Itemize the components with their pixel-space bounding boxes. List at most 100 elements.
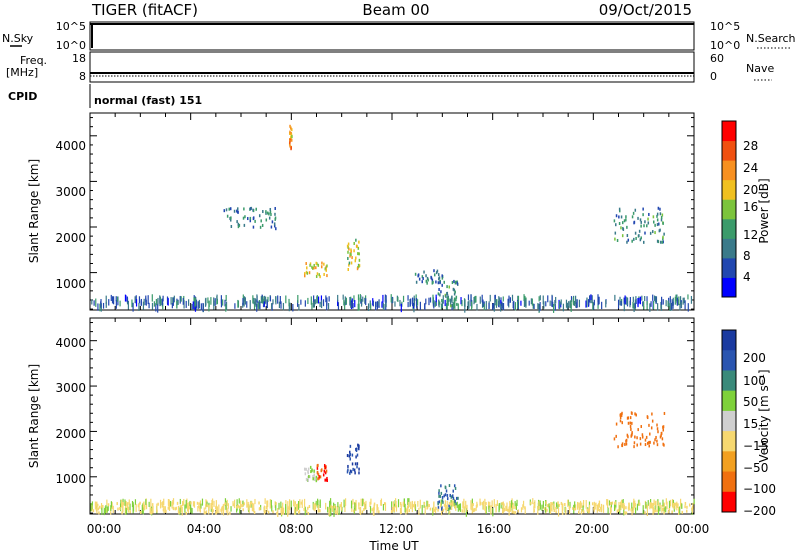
range-cell (454, 499, 456, 503)
range-cell (326, 297, 328, 306)
range-cell (333, 508, 335, 517)
range-cell (473, 296, 475, 305)
range-cell (665, 498, 667, 505)
range-cell (119, 506, 121, 510)
range-cell (204, 511, 207, 515)
range-cell (633, 500, 635, 510)
range-cell (655, 435, 657, 439)
range-cell (165, 509, 167, 513)
range-cell (173, 295, 175, 303)
range-cell (348, 247, 350, 251)
range-cell (322, 299, 325, 307)
range-cell (242, 298, 244, 306)
range-cell (270, 213, 272, 217)
range-cell (316, 272, 319, 276)
range-cell (674, 296, 676, 305)
range-cell (547, 295, 549, 303)
station-title: TIGER (fitACF) (91, 1, 198, 19)
range-cell (407, 295, 409, 301)
range-cell (450, 506, 453, 510)
colorbar-swatch (722, 390, 736, 412)
range-cell (517, 295, 519, 303)
range-cell (555, 502, 558, 509)
range-cell (461, 509, 464, 513)
velocity-cbar-tick-200: 200 (743, 351, 766, 365)
range-cell (442, 295, 444, 304)
range-cell (143, 506, 146, 510)
range-cell (451, 295, 453, 299)
range-cell (357, 443, 359, 447)
range-cell (377, 507, 379, 511)
range-cell (656, 439, 658, 443)
range-cell (638, 234, 640, 238)
range-cell (445, 505, 447, 513)
range-cell (585, 300, 587, 308)
range-cell (236, 505, 238, 509)
range-cell (640, 220, 642, 224)
range-cell (132, 302, 134, 312)
range-cell (318, 475, 321, 479)
range-cell (237, 222, 240, 226)
range-cell (147, 295, 149, 305)
range-cell (464, 299, 466, 307)
range-cell (293, 509, 296, 513)
range-cell (306, 271, 309, 275)
range-cell (434, 301, 436, 307)
range-cell (347, 464, 349, 468)
range-cell (633, 441, 636, 445)
range-cell (214, 298, 216, 306)
range-cell (303, 272, 306, 276)
range-cell (466, 504, 468, 512)
range-cell (197, 301, 199, 310)
range-cell (437, 281, 440, 285)
range-cell (661, 296, 663, 305)
range-cell (483, 303, 485, 311)
range-cell (634, 503, 636, 507)
nsky-tick-bottom: 10^0 (56, 39, 86, 52)
range-cell (545, 501, 547, 505)
range-cell (632, 211, 635, 215)
range-cell (671, 299, 673, 306)
range-cell (116, 296, 119, 302)
range-cell (326, 264, 328, 268)
range-cell (642, 505, 644, 515)
range-cell (444, 500, 446, 506)
range-cell (378, 300, 380, 306)
range-cell (597, 302, 599, 309)
range-cell (107, 505, 109, 511)
range-cell (432, 294, 434, 303)
range-cell (336, 506, 339, 516)
range-cell (347, 267, 350, 271)
range-cell (132, 505, 134, 514)
range-cell (618, 209, 621, 213)
range-cell (433, 269, 435, 273)
range-cell (654, 296, 656, 303)
range-cell (654, 438, 656, 442)
range-cell (167, 506, 170, 510)
range-cell (349, 444, 352, 448)
range-cell (229, 207, 232, 211)
range-cell (624, 511, 626, 515)
range-cell (354, 300, 356, 308)
range-cell (652, 504, 654, 508)
range-cell (449, 506, 451, 510)
range-cell (358, 447, 360, 451)
range-cell (353, 295, 355, 302)
range-cell (619, 501, 622, 508)
range-cell (634, 302, 636, 309)
range-cell (384, 502, 387, 511)
range-cell (465, 500, 467, 509)
range-cell (315, 500, 317, 507)
range-cell (278, 301, 281, 309)
range-cell (446, 296, 448, 305)
range-cell (315, 479, 318, 483)
range-cell (149, 506, 151, 515)
range-cell (639, 442, 642, 446)
range-cell (598, 296, 600, 305)
range-cell (544, 507, 547, 513)
range-cell (654, 509, 657, 513)
range-cell (634, 507, 637, 514)
range-cell (218, 504, 220, 514)
range-cell (565, 299, 568, 308)
